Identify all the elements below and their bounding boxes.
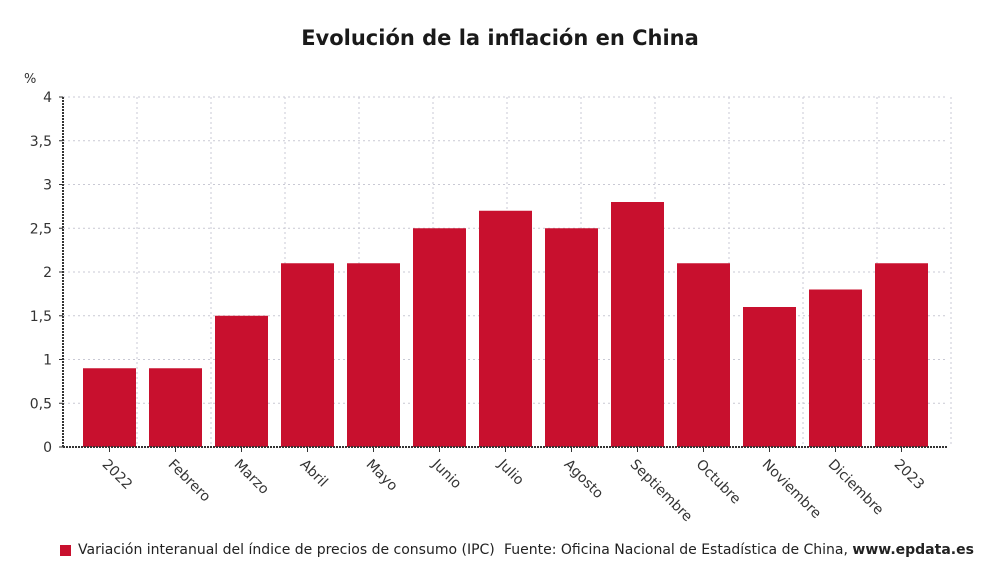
legend-swatch [60, 544, 71, 556]
source-site: www.epdata.es [852, 542, 974, 558]
y-tick-label: 1,5 [30, 309, 52, 325]
bar [215, 315, 268, 447]
y-tick-label: 0,5 [30, 396, 52, 412]
x-tick-label: 2023 [891, 457, 928, 494]
x-tick-label: 2022 [99, 457, 136, 494]
source-label: Fuente: Oficina Nacional de Estadística … [504, 542, 853, 558]
x-tick-label: Agosto [561, 457, 607, 503]
x-tick-label: Septiembre [627, 457, 696, 526]
y-tick-label: 3,5 [30, 134, 52, 150]
bar [677, 263, 730, 447]
bar [611, 202, 664, 447]
y-tick-label: 4 [43, 90, 52, 106]
legend: Variación interanual del índice de preci… [60, 542, 495, 558]
bar [545, 228, 598, 447]
bar [743, 307, 796, 447]
x-tick-label: Mayo [363, 457, 401, 495]
x-tick-label: Noviembre [759, 457, 824, 522]
bar [809, 289, 862, 447]
x-tick-label: Octubre [693, 457, 744, 508]
bar [281, 263, 334, 447]
x-tick-label: Diciembre [825, 457, 887, 519]
y-tick-label: 1 [43, 353, 52, 369]
x-tick-label: Febrero [165, 457, 214, 506]
x-tick-label: Junio [428, 456, 464, 492]
legend-label: Variación interanual del índice de preci… [78, 542, 495, 558]
source-note: Fuente: Oficina Nacional de Estadística … [504, 542, 974, 558]
bar [347, 263, 400, 447]
bar [875, 263, 928, 447]
y-tick-label: 2 [43, 265, 52, 281]
y-tick-label: 0 [43, 440, 52, 456]
x-tick-label: Abril [297, 457, 331, 491]
y-tick-label: 3 [43, 178, 52, 194]
bar [479, 210, 532, 447]
x-tick-label: Marzo [231, 457, 272, 498]
bar [413, 228, 466, 447]
x-tick-label: Julio [494, 456, 527, 489]
chart-title: Evolución de la inflación en China [301, 26, 699, 50]
y-tick-label: 2,5 [30, 221, 52, 237]
bar [149, 368, 202, 447]
y-axis-label: % [24, 72, 36, 87]
bar [83, 368, 136, 447]
